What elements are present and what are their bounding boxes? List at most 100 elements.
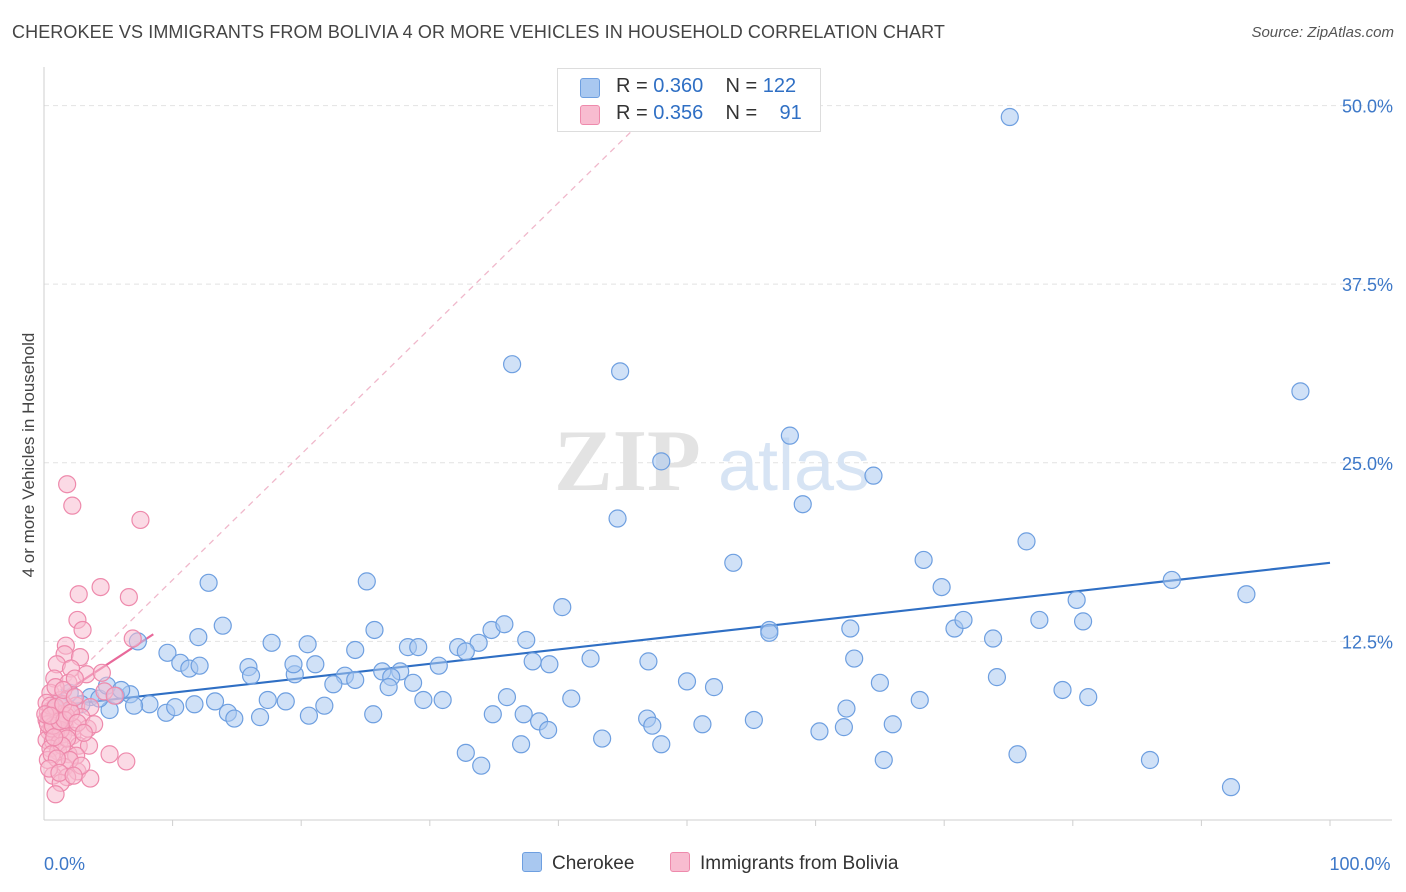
cherokee-point: [837, 699, 856, 718]
cherokee-point: [523, 652, 542, 671]
legend-r-value: 0.360: [653, 75, 704, 97]
bolivia-point: [91, 577, 110, 597]
cherokee-point: [472, 756, 491, 775]
legend-swatch-cherokee: [580, 78, 600, 98]
bolivia-point: [64, 766, 83, 785]
cherokee-point: [987, 668, 1007, 687]
cherokee-point: [189, 628, 208, 647]
cherokee-point: [539, 720, 558, 740]
series-legend-cherokee[interactable]: Cherokee: [522, 852, 634, 875]
x-tick-label: 0.0%: [44, 854, 85, 874]
cherokee-point: [983, 629, 1003, 648]
legend-r-value: 0.356: [653, 102, 704, 124]
legend-swatch-bolivia: [670, 852, 690, 872]
legend-swatch-bolivia: [580, 105, 600, 125]
cherokee-point: [213, 616, 232, 635]
cherokee-point: [1017, 532, 1036, 551]
series-legend-bolivia[interactable]: Immigrants from Bolivia: [670, 852, 899, 875]
cherokee-point: [1000, 107, 1019, 127]
cherokee-point: [346, 670, 365, 690]
cherokee-point: [514, 705, 533, 724]
cherokee-point: [364, 705, 383, 724]
cherokee-point: [495, 615, 514, 634]
cherokee-point: [1162, 570, 1181, 590]
bolivia-point: [45, 728, 64, 747]
bolivia-point: [41, 706, 60, 725]
cherokee-point: [760, 623, 779, 642]
cherokee-point: [562, 689, 581, 708]
cherokee-point: [158, 643, 177, 662]
cherokee-point: [483, 705, 502, 724]
correlation-legend: R = 0.360 N = 122 R = 0.356 N = 91: [557, 68, 821, 132]
watermark-zip: ZIP: [554, 413, 701, 510]
cherokee-point: [262, 633, 281, 652]
cherokee-point: [469, 633, 488, 652]
cherokee-point: [724, 553, 743, 572]
bolivia-point: [119, 587, 138, 607]
bolivia-point: [63, 496, 82, 515]
cherokee-point: [414, 690, 433, 710]
bolivia-point: [74, 723, 93, 742]
cherokee-point: [299, 706, 319, 725]
cherokee-point: [306, 655, 325, 674]
source-credit: Source: ZipAtlas.com: [1251, 24, 1394, 41]
legend-n-label: N =: [725, 102, 758, 124]
cherokee-point: [456, 743, 475, 762]
cherokee-point: [512, 735, 531, 754]
cherokee-point: [540, 655, 559, 674]
cherokee-point: [1221, 778, 1241, 797]
cherokee-point: [1008, 745, 1027, 764]
cherokee-point: [166, 698, 185, 717]
cherokee-point: [298, 635, 317, 654]
cherokee-point: [870, 673, 890, 692]
cherokee-point: [250, 708, 270, 727]
cherokee-point: [793, 495, 812, 514]
cherokee-point: [124, 696, 144, 715]
cherokee-point: [1291, 382, 1310, 401]
cherokee-point: [276, 692, 295, 711]
bolivia-point: [100, 745, 119, 764]
grid-layer: [44, 105, 1392, 642]
bolivia-point: [65, 688, 84, 707]
cherokee-point: [456, 642, 475, 661]
cherokee-point: [241, 666, 261, 685]
cherokee-point: [284, 655, 303, 674]
cherokee-point: [1067, 590, 1086, 610]
cherokee-point: [611, 362, 630, 381]
bolivia-point: [105, 686, 124, 705]
y-tick-label: 25.0%: [1342, 454, 1393, 474]
cherokee-point: [517, 630, 536, 650]
y-axis-label: 4 or more Vehicles in Household: [19, 333, 38, 578]
bolivia-point: [73, 620, 92, 640]
legend-n-value: 91: [779, 102, 802, 124]
bolivia-point: [123, 629, 142, 648]
cherokee-point: [914, 550, 933, 570]
cherokee-point: [834, 718, 853, 737]
bolivia-point: [92, 663, 111, 682]
cherokee-point: [357, 572, 376, 591]
points-layer: [36, 107, 1310, 804]
cherokee-point: [429, 656, 448, 675]
cherokee-trend-line: [43, 561, 1331, 709]
cherokee-point: [864, 466, 883, 485]
cherokee-point: [845, 649, 864, 668]
y-tick-label: 37.5%: [1342, 275, 1393, 295]
cherokee-point: [503, 355, 522, 374]
trend-layer: [43, 76, 1331, 709]
cherokee-point: [780, 426, 799, 445]
cherokee-point: [744, 710, 763, 730]
cherokee-point: [497, 688, 517, 707]
cherokee-point: [199, 573, 218, 592]
cherokee-point: [954, 610, 973, 630]
label-layer: 12.5% 25.0% 37.5% 50.0% 0.0% 100.0% 4 or more …: [19, 97, 1393, 874]
bolivia-point: [131, 510, 150, 530]
cherokee-point: [379, 678, 398, 697]
bolivia-point: [46, 785, 65, 804]
cherokee-point: [639, 652, 658, 671]
cherokee-point: [883, 715, 902, 734]
y-tick-label: 12.5%: [1342, 632, 1393, 652]
cherokee-point: [910, 690, 929, 710]
cherokee-point: [1030, 610, 1049, 630]
cherokee-point: [365, 620, 384, 640]
